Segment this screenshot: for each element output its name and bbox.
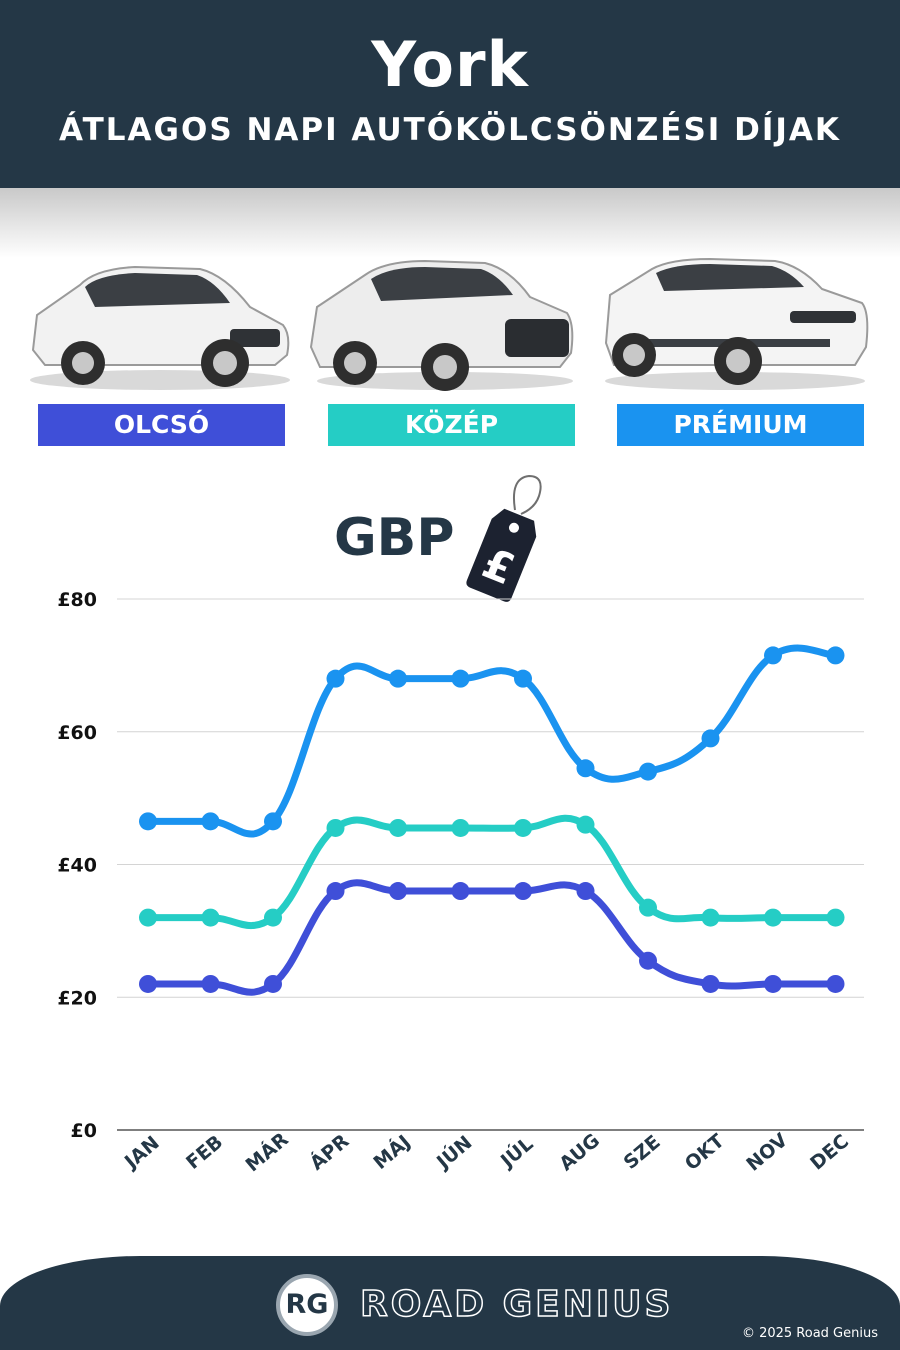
data-point-mid [451,818,470,837]
y-tick-label: £60 [57,722,97,744]
data-point-mid [826,908,845,927]
data-point-mid [639,898,657,917]
data-point-economy [326,882,345,901]
data-point-premium [576,759,595,778]
data-point-premium [451,669,470,688]
data-point-economy [389,882,407,901]
tier-badge-premium: PRÉMIUM [617,404,864,446]
data-point-mid [576,815,595,834]
data-point-mid [389,818,407,837]
data-point-premium [264,812,282,831]
data-point-premium [639,762,657,781]
data-point-economy [639,951,657,970]
data-point-economy [826,974,845,993]
x-tick-label: JÚN [430,1130,476,1174]
data-point-mid [139,908,157,927]
price-tag-icon: £ [466,474,542,602]
data-point-mid [201,908,220,927]
x-tick-label: MÁJ [369,1130,415,1174]
page-title: York [371,28,529,101]
x-tick-label: NOV [742,1129,792,1176]
tier-badge-economy: OLCSÓ [38,404,285,446]
data-point-economy [139,974,157,993]
y-tick-label: £80 [57,589,97,611]
mid-suv-image [309,259,574,391]
x-tick-label: JAN [119,1132,164,1174]
data-point-premium [201,812,220,831]
currency-label: GBP [334,508,455,568]
data-point-premium [326,669,345,688]
rental-price-line-chart: £0 £20 £40 £60 £80 JAN FEB MÁR ÁPR MÁJ JÚN JÚL AUG S… [57,589,864,1176]
data-point-economy [514,882,532,901]
data-point-economy [764,974,782,993]
data-point-mid [264,908,282,927]
data-point-premium [139,812,157,831]
copyright-text: © 2025 Road Genius [741,1326,878,1341]
brand-name: ROAD GENIUS [359,1283,674,1326]
series-line-premium [144,644,839,838]
x-tick-label: ÁPR [305,1129,353,1175]
data-point-premium [514,669,532,688]
data-point-premium [764,646,782,665]
data-point-economy [264,974,282,993]
road-genius-logo-icon: RG [276,1274,338,1336]
data-point-economy [451,882,470,901]
x-tick-label: FEB [182,1131,227,1174]
x-tick-label: MÁR [241,1127,293,1176]
data-point-economy [701,974,720,993]
data-point-mid [514,818,532,837]
header-banner: York ÁTLAGOS NAPI AUTÓKÖLCSÖNZÉSI DÍJAK [0,0,900,188]
y-tick-label: £0 [71,1120,97,1142]
x-tick-label: JÚL [494,1131,537,1173]
x-tick-label: AUG [555,1129,604,1175]
data-point-premium [826,646,845,665]
data-point-economy [201,974,220,993]
data-point-mid [326,818,345,837]
series-line-economy [144,879,839,996]
page-subtitle: ÁTLAGOS NAPI AUTÓKÖLCSÖNZÉSI DÍJAK [59,112,841,148]
data-point-economy [576,882,595,901]
data-point-premium [701,729,720,748]
economy-car-image [30,265,290,390]
data-point-premium [389,669,407,688]
data-point-mid [764,908,782,927]
y-tick-label: £40 [57,855,97,877]
premium-suv-image [604,257,869,390]
footer-banner: RG ROAD GENIUS © 2025 Road Genius [0,1256,900,1350]
tier-badge-mid: KÖZÉP [328,404,575,446]
data-point-mid [701,908,720,927]
x-tick-label: DEC [806,1130,853,1174]
x-tick-label: OKT [681,1130,729,1175]
header-shadow [0,188,900,258]
x-tick-label: SZE [620,1131,665,1174]
y-tick-label: £20 [57,987,97,1009]
